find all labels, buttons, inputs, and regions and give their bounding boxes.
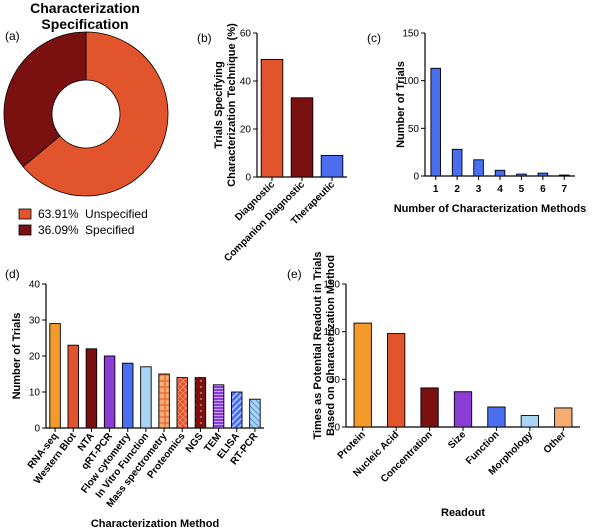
panel-e-bar-morphology [520, 415, 539, 428]
panel-d-bar-rt-pcr [249, 398, 261, 429]
panel-b-bar-therapeutic [320, 154, 344, 178]
panel-c-xtick-label-1: 1 [433, 184, 439, 195]
panel-label-c: (c) [367, 31, 381, 45]
panel-b-bar-diagnostic [260, 58, 284, 178]
panel-c-bar-2 [451, 148, 463, 177]
panel-a-donut-chart: Characterization Specification 63.91% Un… [3, 0, 169, 237]
panel-e-bar-function [487, 406, 506, 428]
panel-c-ytick-label: 100 [402, 76, 419, 87]
legend-label-unspecified: Unspecified [85, 207, 148, 221]
panel-c-bar-4 [494, 169, 506, 177]
svg-text:36.09% Specified: 36.09% Specified [38, 223, 134, 237]
panel-e-xtick-label-protein: Protein [336, 429, 368, 461]
panel-e-ytick-label: 150 [323, 280, 340, 291]
donut-title-line-2: Specification [41, 16, 128, 32]
panel-c-ytick-label: 0 [413, 172, 419, 183]
panel-c-bar-3 [473, 159, 484, 177]
panel-d-bar-mass-spectrometry [158, 373, 170, 429]
panel-e-bar-other [554, 407, 573, 428]
panel-c-ytick-label: 50 [408, 124, 420, 135]
panel-d-bar-proteomics [176, 377, 188, 429]
panel-b-bar-companion-diagnostic [290, 97, 314, 178]
panel-c-bar-1 [430, 67, 441, 177]
panel-c-xtick-label-5: 5 [519, 184, 525, 195]
donut-slices [3, 31, 169, 197]
panel-e-bar-protein [353, 322, 372, 428]
panel-d-ytick-label: 30 [29, 316, 41, 327]
legend-percent-specified: 36.09% [38, 223, 79, 237]
svg-text:63.91% Unspecified: 63.91% Unspecified [38, 207, 148, 221]
donut-legend: 63.91% Unspecified 36.09% Specified [18, 207, 148, 237]
panel-d-bar-rna-seq [49, 323, 61, 429]
panel-e-bar-size [453, 391, 473, 428]
panel-e-bar-nucleic-acid [387, 333, 406, 428]
panel-label-a: (a) [5, 29, 20, 43]
panel-d-bar-in-vitro-function [140, 366, 152, 429]
panel-d-xtick-label-ngs: NGS [184, 431, 206, 455]
panel-d-ytick-label: 10 [29, 388, 41, 399]
panel-b-y-axis-title-line-1: Trials Specifying [213, 61, 225, 148]
panel-e-ytick-label: 50 [329, 375, 341, 386]
legend-swatch-unspecified [18, 208, 32, 220]
panel-c-x-axis-title: Number of Characterization Methods [394, 203, 587, 215]
panel-e-y-axis-title-line-2: Based on Characterization Method [325, 255, 337, 436]
panel-e-ytick-label: 0 [334, 423, 340, 434]
panel-e-x-axis-title: Readout [441, 507, 485, 519]
panel-b-ytick-label: 60 [240, 29, 252, 40]
panel-c-bar-5 [516, 173, 527, 177]
panel-e-ytick-label: 100 [323, 327, 340, 338]
panel-d-bar-nta [85, 348, 98, 429]
panel-b-ytick-label: 20 [240, 125, 252, 136]
panel-d-bar-flow-cytometry [122, 362, 134, 429]
panel-d-bar-elisa [231, 391, 243, 429]
panel-d-bar-western-blot [67, 344, 79, 429]
panel-c-bar-7 [559, 174, 570, 177]
panel-c-xtick-label-3: 3 [476, 184, 482, 195]
legend-label-specified: Specified [85, 223, 134, 237]
panel-e-y-axis-title-line-1: Times as Potential Readout in Trials [312, 251, 324, 439]
panel-label-e: (e) [287, 267, 302, 281]
donut-title-line-1: Characterization [30, 0, 140, 16]
panel-e-bar-concentration [420, 387, 439, 428]
donut-slice-specified [3, 31, 87, 168]
panel-d-y-axis-title-line-1: Number of Trials [11, 313, 23, 400]
panel-label-b: (b) [197, 31, 212, 45]
panel-e-xtick-label-size: Size [446, 429, 468, 451]
legend-percent-unspecified: 63.91% [38, 207, 79, 221]
panel-d-bar-tem [212, 384, 225, 429]
panel-c-xtick-label-2: 2 [454, 184, 460, 195]
panel-d-ytick-label: 0 [34, 424, 40, 435]
panel-b-ytick-label: 40 [240, 77, 252, 88]
panel-d-ytick-label: 20 [29, 352, 41, 363]
panel-b-ytick-label: 0 [245, 173, 251, 184]
panel-c-bar-6 [537, 172, 549, 177]
legend-swatch-specified [18, 224, 32, 236]
panel-d-bar-ngs [194, 377, 207, 429]
panel-c-xtick-label-6: 6 [540, 184, 546, 195]
panel-d-bar-qrt-pcr [103, 355, 116, 429]
panel-c-xtick-label-7: 7 [562, 184, 568, 195]
panel-c-bar-chart: 0 50 100 150 1 2 3 4 5 6 7 Number of Trials Number o… [394, 29, 587, 216]
panel-b-y-axis-title-line-2: Characterization Technique (%) [226, 23, 238, 187]
panel-d-x-axis-title: Characterization Method [91, 518, 219, 530]
panel-label-d: (d) [5, 267, 20, 281]
panel-c-xtick-label-4: 4 [497, 184, 503, 195]
panel-d-ytick-label: 40 [29, 280, 41, 291]
donut-slice-unspecified [22, 31, 169, 197]
panel-c-y-axis-title-line-1: Number of Trials [395, 61, 407, 148]
panel-c-ytick-label: 150 [402, 29, 419, 40]
panel-e-xtick-label-other: Other [542, 429, 569, 456]
